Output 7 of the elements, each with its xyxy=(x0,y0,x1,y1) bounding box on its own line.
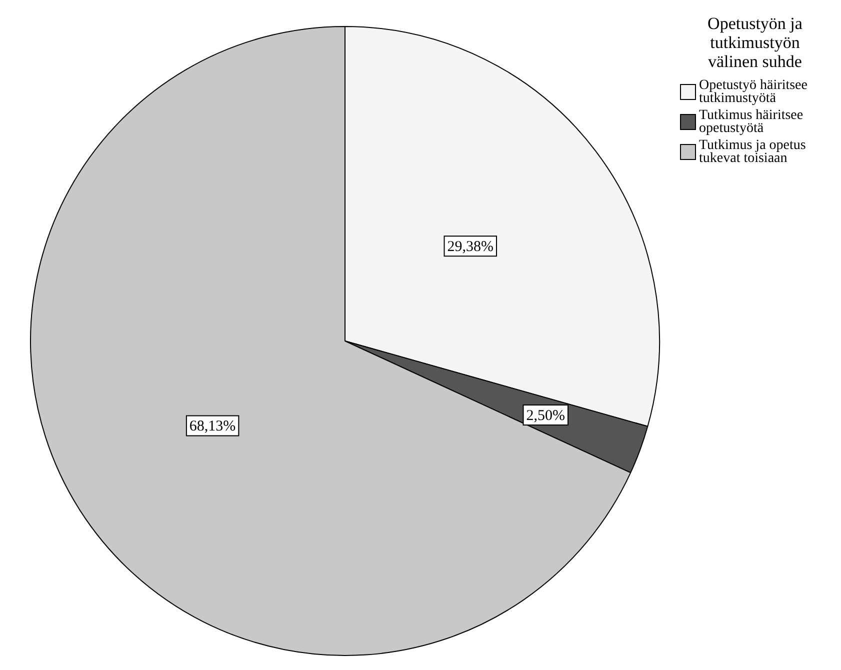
data-label: 29,38% xyxy=(447,239,494,256)
legend-label: Tutkimus häiritsee opetustyötä xyxy=(699,108,804,136)
data-label: 2,50% xyxy=(526,408,566,424)
legend-label: Tutkimus ja opetus tukevat toisiaan xyxy=(699,138,807,166)
legend-label: Opetustyö häiritsee tutkimustyötä xyxy=(699,78,808,106)
legend-title: Opetustyön ja tutkimustyön välinen suhde xyxy=(706,14,804,71)
data-label: 68,13% xyxy=(189,418,236,435)
